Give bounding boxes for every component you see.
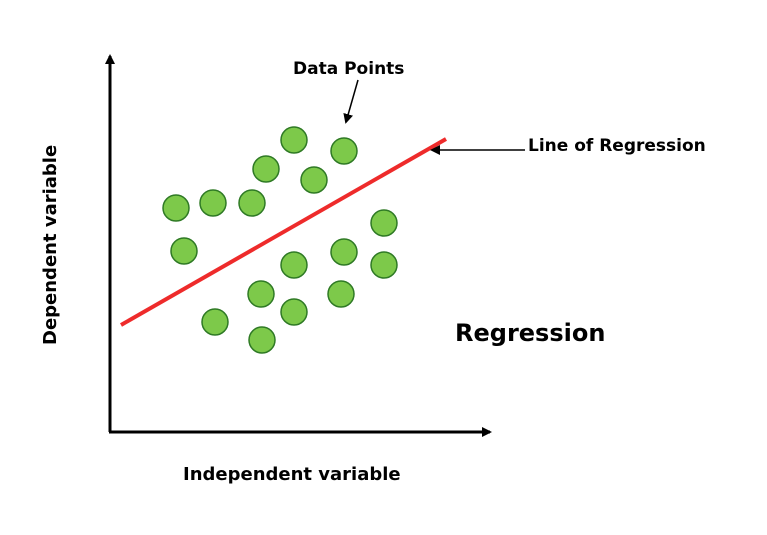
data-point [238, 189, 266, 217]
data-point [330, 137, 358, 165]
data-point [330, 238, 358, 266]
diagram-title: Regression [455, 319, 606, 347]
data-point [300, 166, 328, 194]
x-axis-label: Independent variable [183, 464, 401, 485]
data-point [252, 155, 280, 183]
data-point [248, 326, 276, 354]
data-point [201, 308, 229, 336]
data-point [280, 126, 308, 154]
data-point [199, 189, 227, 217]
data-point [162, 194, 190, 222]
data-point [327, 280, 355, 308]
regression-line-annotation: Line of Regression [528, 136, 706, 156]
data-point [170, 237, 198, 265]
data-point [280, 298, 308, 326]
data-points-annotation: Data Points [293, 59, 405, 79]
y-axis-label: Dependent variable [40, 144, 61, 345]
data-point [280, 251, 308, 279]
data-point [247, 280, 275, 308]
data-point [370, 251, 398, 279]
data-point [370, 209, 398, 237]
regression-line [120, 137, 447, 327]
data-points-pointer [343, 79, 359, 124]
